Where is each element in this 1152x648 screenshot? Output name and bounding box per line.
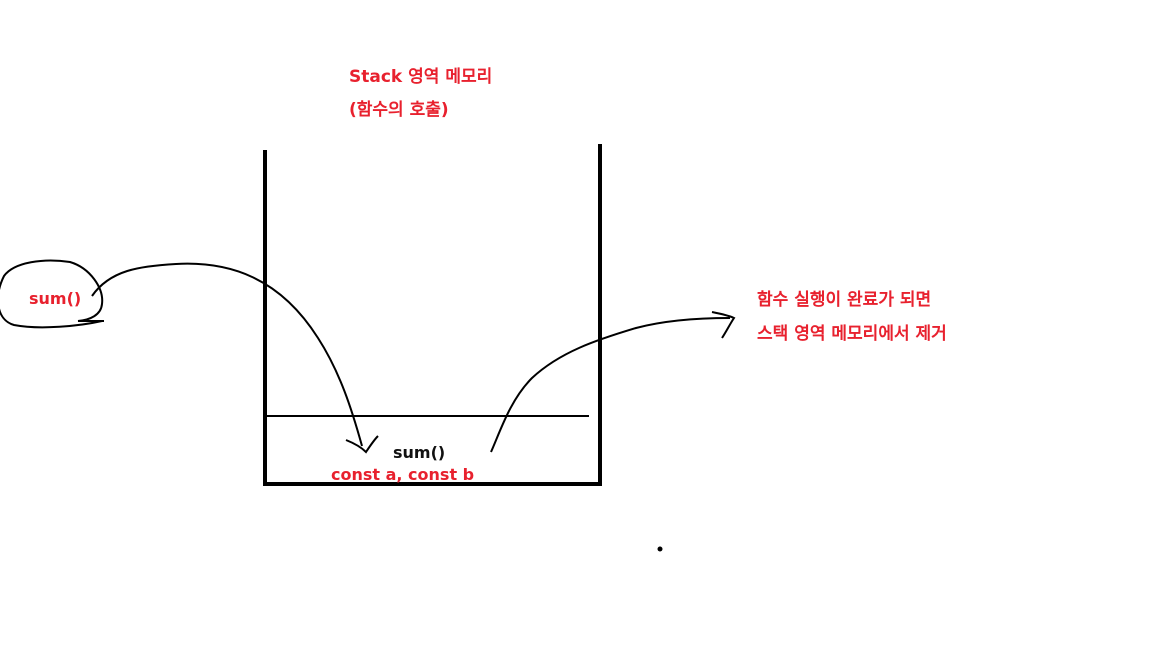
removal-arrow (490, 317, 731, 453)
title-line-1: Stack 영역 메모리 (349, 67, 493, 87)
caller-circle (0, 259, 104, 329)
stack-frame-variables-label: const a, const b (331, 465, 475, 484)
removal-arrowhead (711, 311, 736, 339)
caller-label: sum() (29, 289, 82, 308)
call-arrowhead (345, 435, 379, 454)
note-line-1: 함수 실행이 완료가 되면 (757, 290, 932, 310)
stray-dot (657, 546, 663, 552)
title-line-2: (함수의 호출) (349, 100, 449, 120)
stack-frame-function-label: sum() (393, 443, 446, 462)
note-line-2: 스택 영역 메모리에서 제거 (757, 324, 947, 344)
call-arrow (91, 262, 363, 447)
stack-container (263, 144, 602, 486)
